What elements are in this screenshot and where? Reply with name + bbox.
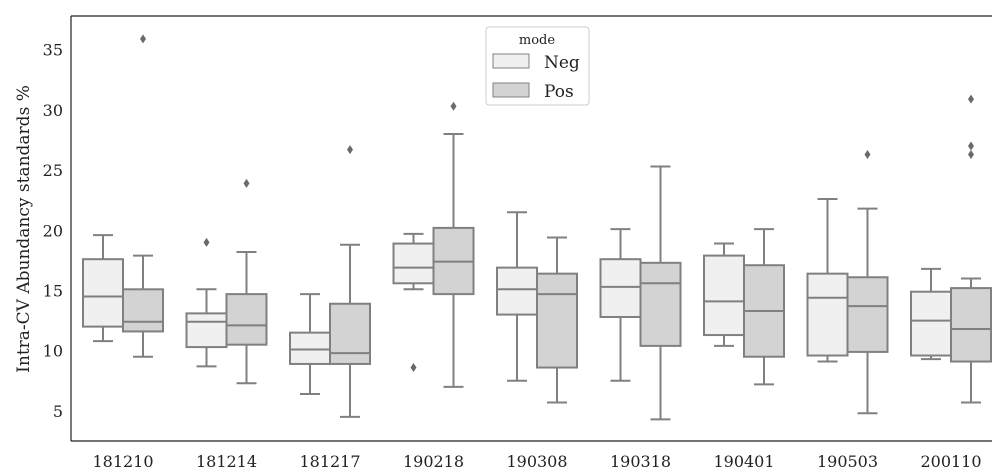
outlier-point — [968, 141, 974, 151]
box-neg-190503 — [806, 198, 849, 363]
axes: 5 10 15 20 25 30 35 181210 181214 181217 190218 190… — [43, 15, 992, 467]
box-iqr — [639, 261, 682, 347]
outlier-point — [450, 101, 457, 111]
y-tick-label: 35 — [43, 41, 63, 60]
box-iqr — [496, 266, 538, 316]
outlier-point — [864, 149, 871, 159]
x-tick-label: 190503 — [817, 452, 878, 467]
legend-swatch-neg — [492, 53, 530, 69]
legend-label-pos: Pos — [544, 82, 574, 102]
box-iqr — [289, 331, 331, 365]
outlier-point — [140, 34, 146, 44]
box-iqr — [536, 272, 578, 369]
box-pos-190503 — [846, 149, 889, 415]
plot-area — [82, 34, 992, 421]
x-tick-label: 200110 — [920, 452, 981, 467]
legend: mode Neg Pos — [485, 26, 590, 106]
outlier-point — [243, 178, 250, 188]
x-tick-label: 190218 — [403, 452, 464, 467]
box-iqr — [82, 258, 124, 328]
box-neg-190218 — [392, 232, 435, 373]
box-neg-181214 — [185, 237, 228, 368]
box-pos-181217 — [329, 145, 371, 418]
legend-title: mode — [519, 33, 555, 48]
y-tick-label: 25 — [43, 161, 63, 180]
legend-swatch-pos — [492, 82, 530, 98]
box-iqr — [703, 254, 745, 337]
y-tick-label: 5 — [53, 402, 63, 421]
x-tick-label: 181214 — [196, 452, 257, 467]
box-neg-181217 — [289, 293, 331, 396]
box-iqr — [950, 287, 992, 363]
box-neg-190401 — [703, 242, 745, 347]
box-iqr — [910, 290, 952, 357]
box-iqr — [185, 312, 228, 349]
box-neg-190318 — [599, 228, 642, 382]
box-pos-190318 — [639, 165, 682, 421]
y-tick-label: 30 — [43, 101, 63, 120]
box-pos-181210 — [122, 34, 164, 358]
box-neg-200110 — [910, 267, 952, 361]
outlier-point — [968, 94, 974, 104]
y-tick-label: 10 — [43, 342, 63, 361]
y-tick-label: 15 — [43, 282, 63, 301]
outlier-point — [203, 237, 210, 247]
box-pos-181214 — [225, 178, 268, 385]
box-iqr — [392, 242, 435, 285]
box-iqr — [846, 276, 889, 353]
box-pos-190401 — [743, 228, 785, 386]
outlier-point — [968, 149, 974, 159]
box-pos-190308 — [536, 236, 578, 404]
x-tick-label: 190318 — [610, 452, 671, 467]
box-iqr — [122, 288, 164, 333]
y-axis-label: Intra-CV Abundancy standards % — [14, 85, 34, 373]
x-tick-label: 181210 — [92, 452, 153, 467]
box-iqr — [806, 272, 849, 357]
box-neg-190308 — [496, 211, 538, 382]
x-tick-label: 190308 — [506, 452, 567, 467]
legend-label-neg: Neg — [544, 53, 580, 73]
outlier-point — [347, 145, 353, 155]
box-iqr — [599, 258, 642, 318]
box-pos-200110 — [950, 94, 992, 404]
outlier-point — [410, 363, 417, 373]
x-tick-label: 190401 — [713, 452, 774, 467]
box-iqr — [329, 302, 371, 365]
x-tick-label: 181217 — [299, 452, 360, 467]
box-pos-190218 — [432, 101, 475, 388]
box-neg-181210 — [82, 234, 124, 343]
box-iqr — [225, 293, 268, 346]
y-tick-label: 20 — [43, 221, 63, 240]
